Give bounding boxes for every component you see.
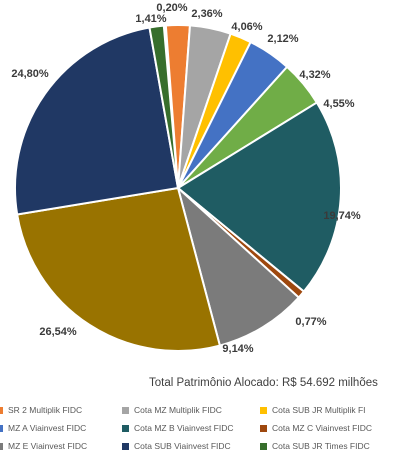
legend-swatch (122, 406, 129, 414)
slice-label-8: 0,77% (295, 316, 326, 328)
slice-label-1: 0,20% (156, 2, 187, 14)
total-allocated-text: Total Patrimônio Alocado: R$ 54.692 milh… (149, 377, 378, 389)
pie-slice-12 (148, 24, 179, 189)
legend-label: Cota MZ Multiplik FIDC (134, 405, 222, 415)
legend-label: Cota MZ C Viainvest FIDC (272, 423, 372, 433)
slice-label-7: 19,74% (323, 210, 361, 222)
legend-label: Cota MZ B Viainvest FIDC (134, 423, 234, 433)
pie-slice-7 (176, 101, 342, 293)
legend-swatch (260, 442, 267, 450)
legend-label: MZ E Viainvest FIDC (8, 441, 88, 451)
legend-item: Cota SUB JR Times FIDC (260, 438, 370, 454)
legend-label: Cota SUB JR Times FIDC (272, 441, 370, 451)
legend-swatch (260, 406, 267, 414)
slice-label-3: 4,06% (231, 21, 262, 33)
pie-chart: 0,20% 2,36% 4,06% 2,12% 4,32% 4,55% 19,74% 0,77… (11, 2, 361, 355)
slice-label-10: 26,54% (39, 326, 77, 338)
legend-item: Cota MZ Multiplik FIDC (122, 402, 222, 418)
legend-item: SR 2 Multiplik FIDC (0, 402, 82, 418)
legend: SR 2 Multiplik FIDC Cota MZ Multiplik FID… (0, 402, 393, 456)
legend-item: MZ A Viainvest FIDC (0, 420, 86, 436)
legend-label: SR 2 Multiplik FIDC (8, 405, 83, 415)
pie-slice-10 (16, 186, 222, 352)
slice-label-5: 4,32% (299, 69, 330, 81)
slice-label-2: 2,36% (191, 8, 222, 20)
legend-item: Cota SUB JR Multiplik FI (260, 402, 366, 418)
slice-label-12: 1,41% (135, 13, 166, 25)
legend-swatch (122, 424, 129, 432)
legend-swatch (0, 424, 3, 432)
pie-slice-11 (14, 26, 180, 216)
slice-label-6: 4,55% (323, 98, 354, 110)
slice-label-11: 24,80% (11, 68, 49, 80)
legend-swatch (0, 406, 3, 414)
slice-label-9: 9,14% (222, 343, 253, 355)
legend-label: MZ A Viainvest FIDC (8, 423, 87, 433)
slice-label-4: 2,12% (267, 33, 298, 45)
legend-label: Cota SUB Viainvest FIDC (134, 441, 231, 451)
legend-item: Cota MZ B Viainvest FIDC (122, 420, 234, 436)
legend-item: Cota SUB Viainvest FIDC (122, 438, 231, 454)
legend-item: MZ E Viainvest FIDC (0, 438, 87, 454)
legend-swatch (0, 442, 3, 450)
pie-slice-9 (176, 184, 301, 347)
legend-item: Cota MZ C Viainvest FIDC (260, 420, 372, 436)
legend-swatch (122, 442, 129, 450)
legend-label: Cota SUB JR Multiplik FI (272, 405, 366, 415)
legend-swatch (260, 424, 267, 432)
